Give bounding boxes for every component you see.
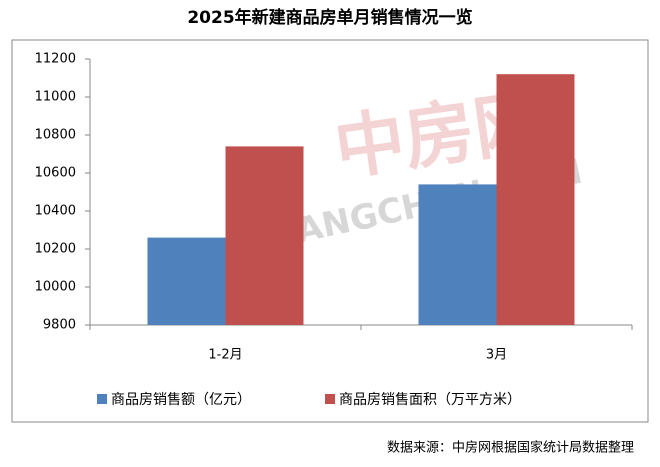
y-tick-label: 10200 xyxy=(35,242,76,257)
legend-label: 商品房销售额（亿元） xyxy=(111,392,251,408)
y-tick-label: 10000 xyxy=(35,280,76,295)
x-tick-label: 1-2月 xyxy=(208,348,242,363)
y-tick-label: 9800 xyxy=(43,318,76,333)
bar xyxy=(147,237,226,325)
y-tick-label: 10800 xyxy=(35,128,76,143)
chart-border xyxy=(11,39,649,423)
legend-swatch xyxy=(325,394,335,404)
legend-swatch xyxy=(97,394,107,404)
chart-title: 2025年新建商品房单月销售情况一览 xyxy=(187,7,472,28)
bar xyxy=(418,184,497,325)
y-tick-label: 10400 xyxy=(35,204,76,219)
y-tick-label: 11200 xyxy=(35,52,76,67)
legend-label: 商品房销售面积（万平方米） xyxy=(339,392,521,408)
source-note: 数据来源：中房网根据国家统计局数据整理 xyxy=(387,440,634,456)
y-tick-label: 10600 xyxy=(35,166,76,181)
y-tick-label: 11000 xyxy=(35,90,76,105)
bar xyxy=(225,146,304,325)
x-tick-label: 3月 xyxy=(486,348,507,363)
bar xyxy=(496,74,575,325)
